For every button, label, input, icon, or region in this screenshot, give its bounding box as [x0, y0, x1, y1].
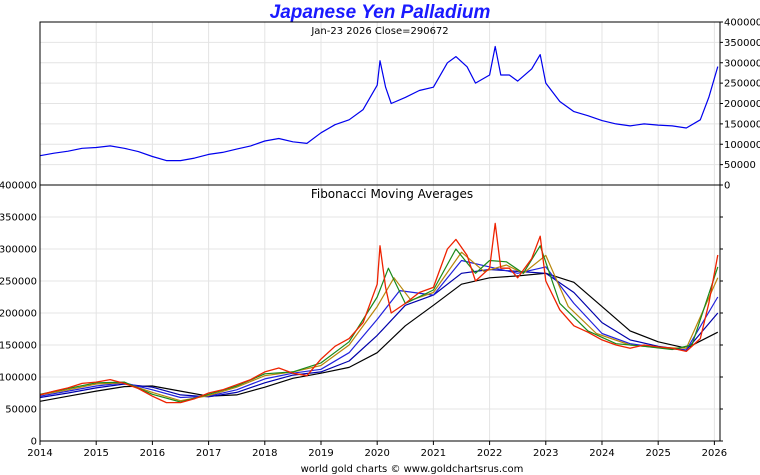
- price-y-tick-label: 250000: [724, 79, 760, 90]
- price-panel-y-ticks: 400000 350000 300000 250000 200000 150000 1000…: [720, 18, 760, 192]
- price-panel-subtitle: Jan-23 2026 Close=290672: [310, 26, 448, 37]
- price-y-tick-label: 350000: [724, 38, 760, 49]
- fibonacci-series-line-0: [39, 222, 719, 404]
- fibonacci-x-tick-label: 2018: [252, 448, 277, 459]
- fibonacci-panel-series: [39, 222, 719, 404]
- fibonacci-panel: 400000 350000 300000 250000 200000 150000 1000…: [0, 181, 727, 460]
- fibonacci-y-tick-label: 200000: [0, 309, 37, 320]
- fibonacci-y-tick-label: 400000: [0, 181, 37, 192]
- fibonacci-x-tick-label: 2020: [364, 448, 389, 459]
- price-series-line-0: [39, 45, 719, 162]
- fibonacci-x-tick-label: 2024: [589, 448, 614, 459]
- fibonacci-x-tick-label: 2014: [27, 448, 52, 459]
- fibonacci-x-tick-label: 2026: [702, 448, 727, 459]
- fibonacci-x-tick-label: 2021: [421, 448, 446, 459]
- fibonacci-y-tick-label: 100000: [0, 373, 37, 384]
- fibonacci-x-tick-label: 2015: [83, 448, 108, 459]
- fibonacci-series-line-3: [39, 259, 719, 399]
- fibonacci-x-tick-label: 2017: [196, 448, 221, 459]
- fibonacci-y-tick-label: 0: [31, 437, 37, 448]
- chart-title: Japanese Yen Palladium: [269, 2, 491, 23]
- fibonacci-panel-x-ticks: 2014 2015 2016 2017 2018 2019 2020 2021 2022 2023…: [27, 441, 727, 459]
- fibonacci-y-tick-label: 300000: [0, 245, 37, 256]
- fibonacci-y-tick-label: 50000: [5, 405, 37, 416]
- fibonacci-panel-y-ticks: 400000 350000 300000 250000 200000 150000 1000…: [0, 181, 723, 448]
- fibonacci-y-tick-label: 250000: [0, 277, 37, 288]
- fibonacci-panel-subtitle: Fibonacci Moving Averages: [311, 187, 473, 201]
- price-panel-series: [39, 45, 719, 162]
- fibonacci-series-line-4: [39, 268, 719, 399]
- fibonacci-y-tick-label: 150000: [0, 341, 37, 352]
- fibonacci-x-tick-label: 2016: [140, 448, 165, 459]
- fibonacci-x-tick-label: 2019: [308, 448, 333, 459]
- fibonacci-x-tick-label: 2025: [645, 448, 670, 459]
- fibonacci-x-tick-label: 2023: [533, 448, 558, 459]
- fibonacci-y-tick-label: 350000: [0, 213, 37, 224]
- price-y-tick-label: 100000: [724, 140, 760, 151]
- price-panel-grid: [40, 22, 720, 185]
- price-y-tick-label: 50000: [724, 160, 756, 171]
- price-panel: 400000 350000 300000 250000 200000 150000 1000…: [39, 18, 760, 192]
- footer-credit: world gold charts © www.goldchartsrus.co…: [301, 464, 524, 475]
- price-y-tick-label: 0: [724, 181, 730, 192]
- price-y-tick-label: 200000: [724, 99, 760, 110]
- fibonacci-x-tick-label: 2022: [477, 448, 502, 459]
- fibonacci-panel-grid: [40, 185, 720, 441]
- price-y-tick-label: 300000: [724, 58, 760, 69]
- price-y-tick-label: 400000: [724, 18, 760, 29]
- fibonacci-series-line-2: [39, 251, 719, 402]
- price-y-tick-label: 150000: [724, 119, 760, 130]
- fibonacci-series-line-5: [39, 272, 719, 402]
